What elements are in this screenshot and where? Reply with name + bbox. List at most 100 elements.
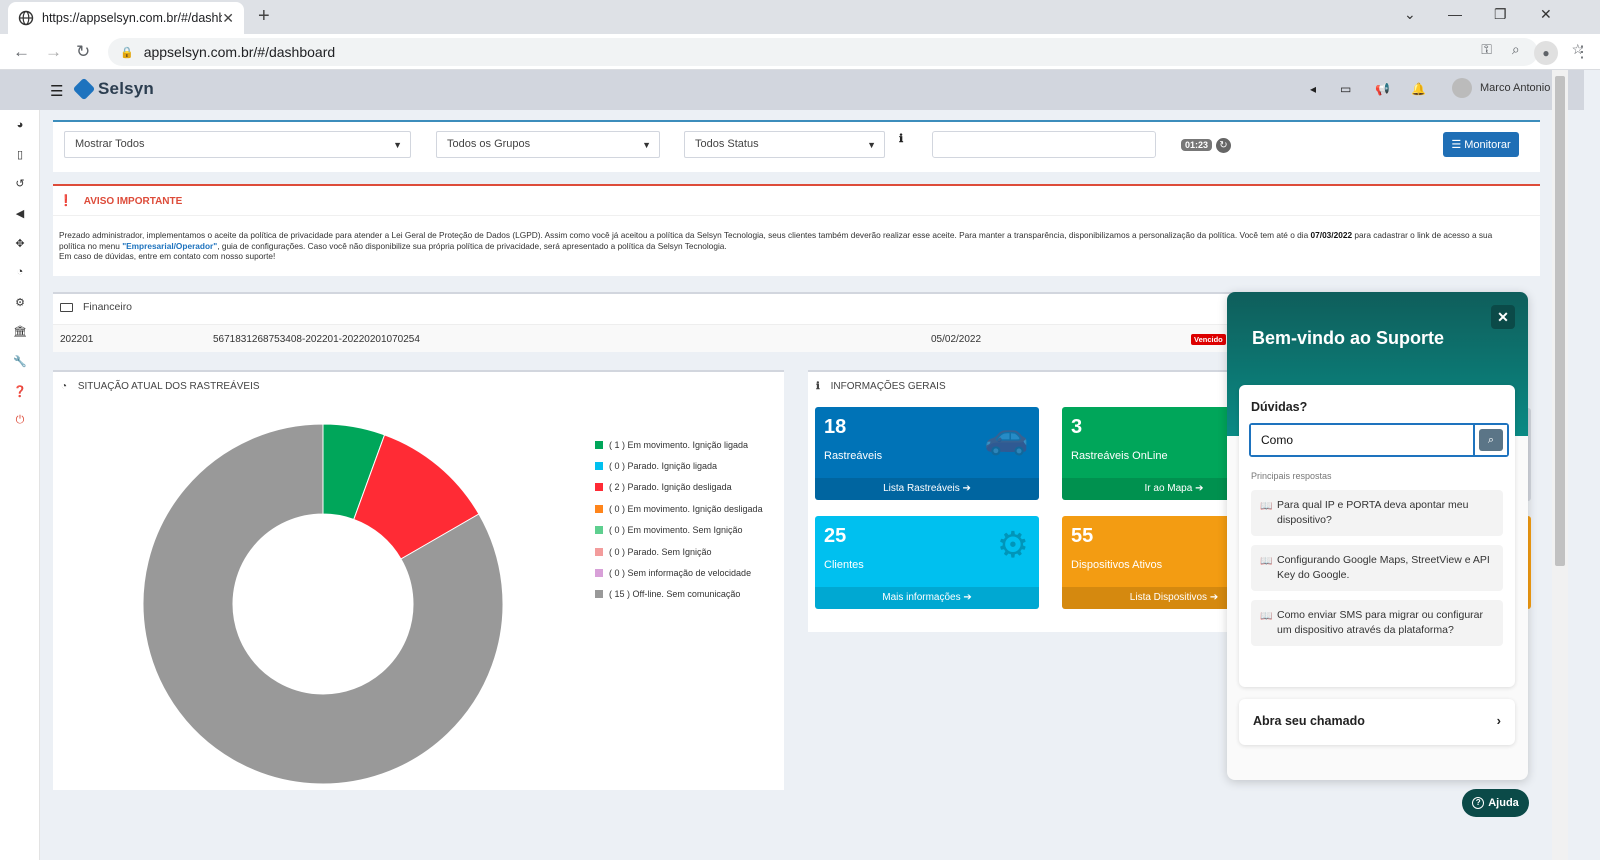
- caret-down-icon: ▼: [393, 140, 402, 150]
- browser-tab[interactable]: https://appselsyn.com.br/#/dashb ✕: [8, 2, 244, 34]
- tile-link[interactable]: Lista Rastreáveis ➔: [815, 478, 1039, 500]
- open-ticket-button[interactable]: Abra seu chamado ›: [1239, 699, 1515, 745]
- help-icon[interactable]: ❓: [13, 386, 27, 398]
- cogs-icon: ⚙: [996, 524, 1029, 565]
- book-icon: 📖: [1260, 556, 1273, 567]
- legend-label: ( 2 ) Parado. Ignição desligada: [609, 482, 732, 493]
- alert-text-1: Prezado administrador, implementamos o a…: [59, 230, 1311, 240]
- forward-icon[interactable]: →: [45, 42, 62, 61]
- tab-search-icon[interactable]: ⌄: [1404, 6, 1416, 22]
- filter-select-status[interactable]: Todos Status ▼: [684, 131, 885, 158]
- answer-item[interactable]: 📖 Configurando Google Maps, StreetView e…: [1251, 545, 1503, 591]
- monitor-button[interactable]: ☰ Monitorar: [1443, 132, 1519, 157]
- tile-clientes: ⚙ 25 Clientes Mais informações ➔: [815, 516, 1039, 609]
- tile-link[interactable]: Mais informações ➔: [815, 587, 1039, 609]
- sidebar: ◕ ▯ ↺ ◀ ✥ ◔ ⚙ 🏛 🔧 ❓ ⏻: [0, 110, 40, 860]
- arrow-circle-icon: ➔: [963, 592, 972, 603]
- user-name: Marco Antonio: [1480, 82, 1551, 94]
- address-bar: ← → ↻ 🔒 appselsyn.com.br/#/dashboard ⚿ ⌕…: [0, 34, 1600, 70]
- filter-select-status-value: Todos Status: [695, 138, 759, 150]
- power-icon[interactable]: ⏻: [15, 414, 25, 426]
- legend-swatch: [595, 569, 603, 578]
- filter-select-group-value: Todos os Grupos: [447, 138, 531, 150]
- legend-item: ( 0 ) Parado. Ignição ligada: [595, 455, 763, 476]
- tile-number: 55: [1071, 525, 1094, 547]
- legend-label: ( 0 ) Em movimento. Ignição desligada: [609, 503, 763, 514]
- close-icon[interactable]: ✕: [1491, 305, 1515, 329]
- cogs-icon[interactable]: ⚙: [15, 297, 25, 309]
- new-tab-icon[interactable]: +: [258, 5, 270, 27]
- refresh-icon[interactable]: ↻: [1216, 138, 1231, 153]
- filter-search-input[interactable]: [932, 131, 1156, 158]
- tile-label: Rastreáveis: [824, 450, 883, 462]
- megaphone-icon[interactable]: 📢: [1375, 82, 1390, 96]
- support-search-input[interactable]: [1251, 425, 1473, 455]
- dashboard-icon[interactable]: ◕: [16, 119, 24, 131]
- legend-item: ( 15 ) Off-line. Sem comunicação: [595, 584, 763, 605]
- key-icon[interactable]: ⚿: [1481, 41, 1492, 57]
- tile-label: Rastreáveis OnLine: [1071, 450, 1168, 462]
- alert-box: ❗ AVISO IMPORTANTE Prezado administrador…: [53, 184, 1540, 276]
- maximize-icon[interactable]: ❐: [1494, 6, 1507, 22]
- monitor-icon[interactable]: ▭: [1340, 82, 1352, 96]
- caret-left-icon[interactable]: ◂: [1310, 82, 1317, 96]
- crosshair-icon[interactable]: ✥: [15, 238, 25, 250]
- tile-link-label: Ir ao Mapa: [1144, 483, 1193, 494]
- reload-icon[interactable]: ↻: [76, 42, 91, 61]
- star-icon[interactable]: ☆: [1571, 41, 1584, 57]
- legend-swatch: [595, 526, 603, 535]
- brand-text: Selsyn: [98, 79, 155, 98]
- alert-title: AVISO IMPORTANTE: [83, 196, 183, 207]
- answer-item[interactable]: 📖 Como enviar SMS para migrar ou configu…: [1251, 600, 1503, 646]
- tile-link-label: Lista Dispositivos: [1129, 592, 1208, 603]
- answer-text: Configurando Google Maps, StreetView e A…: [1277, 554, 1490, 581]
- tile-label: Dispositivos Ativos: [1071, 559, 1163, 571]
- close-tab-icon[interactable]: ✕: [222, 9, 234, 26]
- map-icon[interactable]: ▯: [16, 149, 24, 161]
- answer-item[interactable]: 📖 Para qual IP e PORTA deva apontar meu …: [1251, 490, 1503, 536]
- info-icon: ℹ: [816, 381, 820, 392]
- wrench-icon[interactable]: 🔧: [13, 356, 27, 368]
- donut-slice[interactable]: [142, 423, 504, 785]
- info-icon[interactable]: ℹ: [899, 133, 904, 145]
- alert-menu-link[interactable]: "Empresarial/Operador": [122, 240, 218, 251]
- menu-icon[interactable]: ⋮: [1574, 44, 1590, 61]
- fin-date: 05/02/2022: [931, 334, 982, 345]
- megaphone-icon[interactable]: ◀: [15, 208, 25, 220]
- back-icon[interactable]: ←: [13, 42, 30, 61]
- chart-legend: ( 1 ) Em movimento. Ignição ligada ( 0 ) …: [595, 434, 763, 605]
- zoom-icon[interactable]: ⌕: [1511, 41, 1520, 57]
- alert-deadline: 07/03/2022: [1310, 230, 1353, 240]
- list-icon: ☰: [1451, 139, 1462, 151]
- bell-icon[interactable]: 🔔: [1411, 82, 1426, 96]
- history-icon[interactable]: ↺: [15, 178, 25, 190]
- profile-icon[interactable]: ●: [1534, 41, 1558, 65]
- pie-chart-icon[interactable]: ◔: [16, 266, 24, 278]
- legend-item: ( 0 ) Parado. Sem Ignição: [595, 541, 763, 562]
- situacao-box: ◔ SITUAÇÃO ATUAL DOS RASTREÁVEIS ( 1 ) E…: [53, 370, 784, 790]
- brand-logo[interactable]: Selsyn: [72, 77, 155, 101]
- tile-number: 18: [824, 416, 847, 438]
- legend-item: ( 0 ) Em movimento. Sem Ignição: [595, 520, 763, 541]
- bank-icon[interactable]: 🏛: [13, 326, 27, 338]
- filter-select-group[interactable]: Todos os Grupos ▼: [436, 131, 660, 158]
- alert-text-3: , guia de configurações. Caso você não d…: [217, 240, 727, 251]
- tile-number: 3: [1071, 416, 1083, 438]
- support-widget: ✕ Bem-vindo ao Suporte Dúvidas? ⌕ Princi…: [1227, 292, 1528, 780]
- hamburger-icon[interactable]: ☰: [50, 83, 64, 100]
- legend-label: ( 15 ) Off-line. Sem comunicação: [609, 589, 741, 600]
- minimize-icon[interactable]: —: [1448, 6, 1462, 22]
- table-row[interactable]: 202201 5671831268753408-202201-202202010…: [53, 324, 1253, 352]
- page-scrollbar-thumb[interactable]: [1555, 76, 1565, 566]
- help-button[interactable]: ? Ajuda: [1462, 789, 1529, 817]
- alert-text-2: para cadastrar o link de acesso a sua po…: [59, 230, 1493, 251]
- user-menu[interactable]: Marco Antonio: [1452, 78, 1550, 98]
- legend-item: ( 0 ) Em movimento. Ignição desligada: [595, 498, 763, 519]
- window-close-icon[interactable]: ✕: [1540, 6, 1552, 22]
- support-search-button[interactable]: ⌕: [1473, 425, 1507, 455]
- monitor-button-label: Monitorar: [1464, 138, 1511, 151]
- legend-label: ( 0 ) Sem informação de velocidade: [609, 568, 752, 579]
- omnibox[interactable]: 🔒 appselsyn.com.br/#/dashboard: [108, 38, 1538, 66]
- filter-select-mode[interactable]: Mostrar Todos ▼: [64, 131, 411, 158]
- donut-chart: [142, 423, 504, 785]
